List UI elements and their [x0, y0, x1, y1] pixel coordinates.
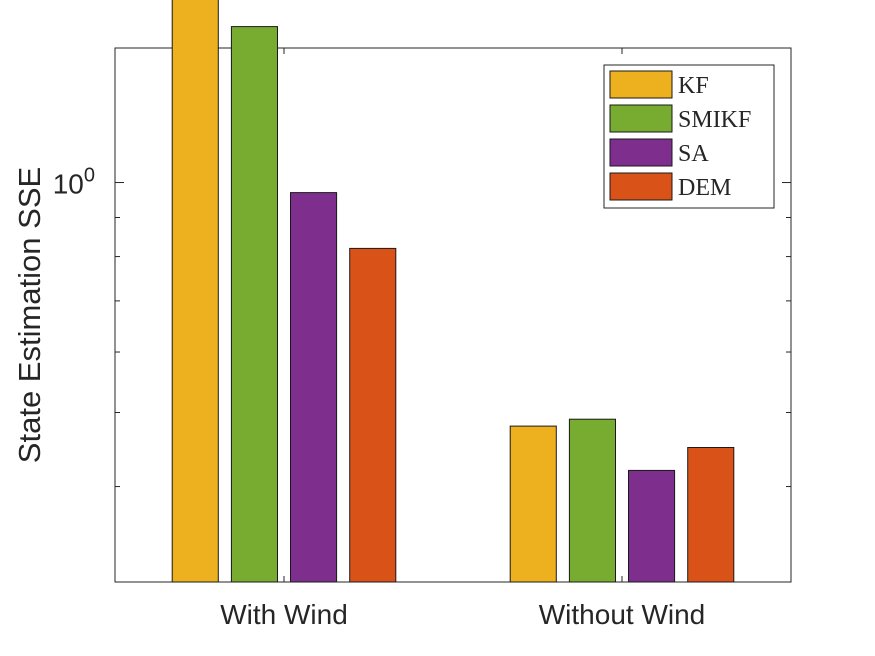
bars-group	[171, 0, 735, 583]
y-tick-label: 100	[53, 165, 95, 200]
bar-sa-0	[290, 192, 338, 583]
axes-group: With Wind Without Wind 100	[53, 48, 791, 630]
legend: KF SMIKF SA DEM	[603, 64, 775, 209]
legend-swatch-kf	[609, 70, 673, 99]
x-tick-label: Without Wind	[539, 599, 706, 630]
y-axis-label: State Estimation SSE	[12, 167, 47, 463]
x-tick-label: With Wind	[220, 599, 348, 630]
bar-kf-0	[171, 0, 219, 583]
legend-swatch-sa	[609, 138, 673, 167]
bar-smikf-0	[230, 26, 278, 583]
bar-kf-1	[509, 425, 557, 583]
bar-smikf-1	[568, 418, 617, 583]
bar-sa-1	[628, 469, 676, 583]
legend-swatch-dem	[609, 172, 673, 201]
legend-label-smikf: SMIKF	[678, 107, 751, 133]
legend-label-dem: DEM	[678, 175, 731, 201]
legend-swatch-smikf	[609, 104, 673, 133]
legend-label-sa: SA	[678, 141, 709, 167]
legend-label-kf: KF	[678, 73, 709, 99]
bar-dem-0	[349, 247, 397, 583]
bar-dem-1	[687, 447, 735, 583]
